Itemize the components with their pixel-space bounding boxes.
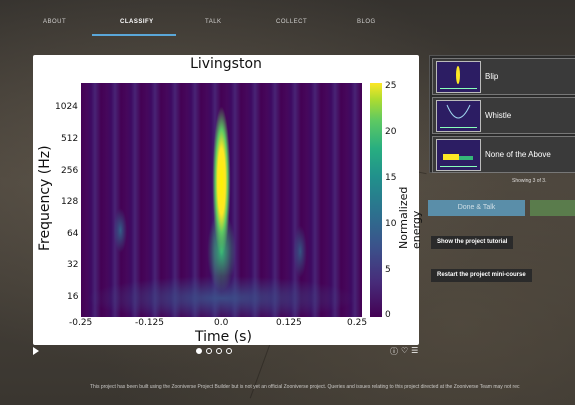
nav-talk[interactable]: TALK	[205, 19, 222, 25]
heart-icon[interactable]: ♡	[401, 346, 409, 355]
plot-title: Livingston	[190, 56, 262, 72]
y-tick-label: 64	[67, 229, 79, 239]
frame-pager	[196, 348, 232, 354]
subject-viewer[interactable]: Livingston 1024 512 256 128 64 32 16 -0.…	[33, 55, 423, 345]
whistle-thumbnail-icon	[436, 100, 481, 132]
done-and-talk-button[interactable]: Done & Talk	[428, 200, 525, 216]
x-axis-label: Time (s)	[195, 329, 252, 345]
colorbar-tick-label: 25	[385, 81, 397, 91]
y-tick-label: 128	[61, 197, 79, 207]
nav-about[interactable]: ABOUT	[43, 19, 67, 25]
play-icon[interactable]	[33, 347, 39, 355]
footer-disclaimer: This project has been built using the Zo…	[90, 384, 520, 390]
answer-none-of-the-above[interactable]: None of the Above	[432, 136, 575, 173]
y-tick-label: 1024	[55, 102, 78, 112]
colorbar-tick-label: 0	[385, 310, 391, 320]
y-tick-label: 256	[61, 166, 79, 176]
frame-dot-2[interactable]	[206, 348, 212, 354]
info-icon[interactable]: ⓘ	[390, 347, 398, 356]
show-tutorial-button[interactable]: Show the project tutorial	[431, 236, 514, 249]
none-thumbnail-icon	[436, 139, 481, 171]
blip-thumbnail-icon	[436, 61, 481, 93]
colorbar-tick-label: 5	[385, 265, 391, 275]
x-tick-label: -0.125	[135, 318, 165, 328]
spectrogram-heatmap	[81, 83, 362, 317]
restart-mini-course-button[interactable]: Restart the project mini-course	[431, 269, 532, 282]
answer-label: None of the Above	[485, 150, 551, 159]
frame-dot-4[interactable]	[226, 348, 232, 354]
x-tick-label: 0.0	[214, 318, 229, 328]
x-tick-label: -0.25	[69, 318, 93, 328]
colorbar-tick-label: 15	[385, 173, 397, 183]
nav-blog[interactable]: BLOG	[357, 19, 376, 25]
done-button[interactable]	[530, 200, 575, 216]
answer-blip[interactable]: Blip	[432, 58, 575, 95]
colorbar-tick-label: 10	[385, 219, 397, 229]
y-tick-label: 512	[61, 134, 79, 144]
viewer-actions: ⓘ ♡ ☰	[390, 346, 418, 357]
showing-count: Showing 3 of 3.	[512, 178, 547, 184]
nav-active-indicator	[92, 34, 176, 36]
frame-dot-3[interactable]	[216, 348, 222, 354]
answer-list: Blip Whistle None of the Above	[429, 55, 575, 173]
y-axis-label: Frequency (Hz)	[37, 145, 53, 251]
frame-dot-1[interactable]	[196, 348, 202, 354]
answer-whistle[interactable]: Whistle	[432, 97, 575, 134]
colorbar-tick-label: 20	[385, 127, 397, 137]
answer-label: Blip	[485, 72, 499, 81]
nav-collect[interactable]: COLLECT	[276, 19, 308, 25]
top-navigation: ABOUT CLASSIFY TALK COLLECT BLOG	[0, 0, 575, 36]
colorbar-label: Normalized energy	[397, 186, 423, 249]
x-tick-label: 0.125	[276, 318, 302, 328]
collect-list-icon[interactable]: ☰	[411, 346, 419, 355]
x-tick-label: 0.25	[347, 318, 368, 328]
y-tick-label: 32	[67, 260, 79, 270]
answer-label: Whistle	[485, 111, 512, 120]
colorbar	[370, 83, 382, 317]
nav-classify[interactable]: CLASSIFY	[120, 19, 154, 25]
y-tick-label: 16	[67, 292, 79, 302]
